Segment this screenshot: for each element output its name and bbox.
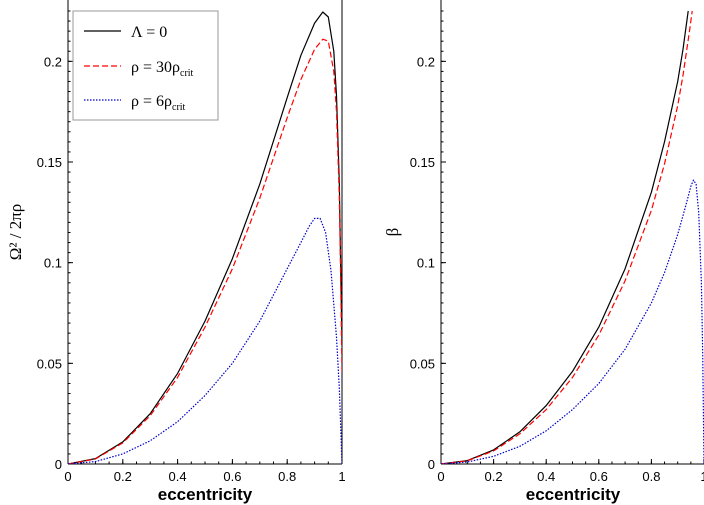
- left-x-tick-label: 0.4: [169, 469, 187, 484]
- right-x-tick-label: 0.2: [485, 469, 503, 484]
- left-x-tick-label: 0.2: [114, 469, 132, 484]
- right-x-axis-label: eccentricity: [526, 485, 621, 504]
- right-series-line-2: [441, 179, 704, 464]
- right-panel: 0 0.2 0.4 0.6 0.8 1 0 0.05 0.1 0.15 0.2 eccentrici…: [383, 0, 704, 504]
- left-x-tick-label: 0.6: [223, 469, 241, 484]
- left-y-tick-label: 0.05: [37, 356, 62, 371]
- left-x-axis-label: eccentricity: [158, 485, 253, 504]
- left-series-line-2: [68, 217, 342, 464]
- right-x-tick-label: 0.4: [537, 469, 555, 484]
- right-x-tick-label: 0.6: [590, 469, 608, 484]
- right-series-line-0: [441, 10, 689, 464]
- right-y-tick-label: 0.05: [410, 356, 435, 371]
- right-y-tick-label: 0.15: [410, 155, 435, 170]
- left-x-tick-label: 1: [338, 469, 345, 484]
- left-panel: 0 0.2 0.4 0.6 0.8 1 0 0.05 0.1 0.15 0.2 eccentrici…: [6, 0, 346, 504]
- right-axes: [440, 0, 704, 465]
- left-y-tick-label: 0.1: [44, 256, 62, 271]
- legend-label: ρ = 30ρcrit: [131, 59, 194, 79]
- right-y-tick-label: 0.1: [417, 256, 435, 271]
- right-curves: [441, 10, 704, 464]
- right-x-tick-label: 1: [700, 469, 704, 484]
- right-series-line-1: [441, 10, 693, 464]
- left-axes: [67, 0, 343, 465]
- right-x-tick-label: 0.8: [642, 469, 660, 484]
- left-y-tick-label: 0.15: [37, 155, 62, 170]
- right-y-tick-label: 0.2: [417, 54, 435, 69]
- legend-label: Λ = 0: [131, 24, 167, 41]
- legend: Λ = 0 ρ = 30ρcrit ρ = 6ρcrit: [72, 10, 219, 121]
- right-tick-labels: 0 0.2 0.4 0.6 0.8 1 0 0.05 0.1 0.15 0.2: [410, 54, 704, 484]
- legend-label: ρ = 6ρcrit: [131, 93, 186, 113]
- right-y-axis-label: β: [383, 228, 402, 237]
- left-x-tick-label: 0.8: [278, 469, 296, 484]
- left-y-axis-label: Ω² / 2πρ: [6, 204, 25, 261]
- left-tick-labels: 0 0.2 0.4 0.6 0.8 1 0 0.05 0.1 0.15 0.2: [37, 54, 346, 484]
- left-x-tick-label: 0: [64, 469, 71, 484]
- left-y-tick-label: 0.2: [44, 54, 62, 69]
- left-series-line-1: [68, 38, 342, 464]
- left-y-tick-label: 0: [55, 457, 62, 472]
- left-curves: [68, 11, 342, 464]
- right-x-tick-label: 0: [437, 469, 444, 484]
- right-y-tick-label: 0: [428, 457, 435, 472]
